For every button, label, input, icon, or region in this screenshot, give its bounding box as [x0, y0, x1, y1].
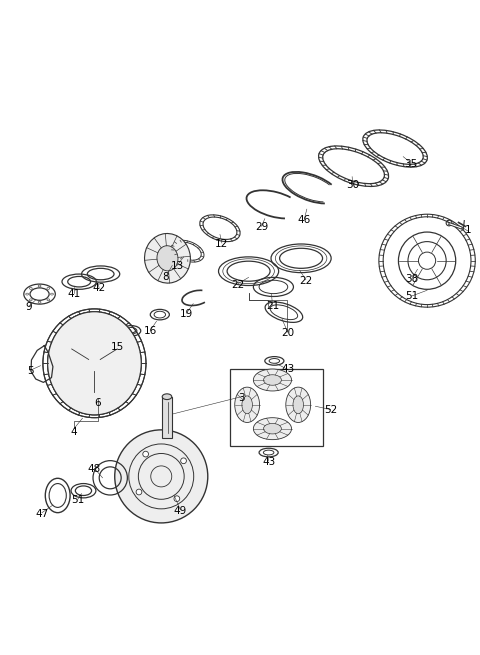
Ellipse shape — [180, 458, 186, 464]
Ellipse shape — [143, 451, 148, 457]
Ellipse shape — [157, 246, 178, 271]
Bar — [229, 369, 323, 446]
Text: 21: 21 — [266, 301, 279, 310]
Text: 41: 41 — [67, 289, 81, 299]
Ellipse shape — [293, 396, 303, 414]
Text: 13: 13 — [170, 261, 184, 271]
Ellipse shape — [162, 394, 172, 400]
Ellipse shape — [264, 375, 281, 385]
Text: 42: 42 — [93, 284, 106, 293]
Ellipse shape — [48, 312, 141, 415]
Ellipse shape — [242, 396, 252, 414]
Ellipse shape — [264, 423, 281, 434]
Text: 51: 51 — [71, 495, 84, 505]
Ellipse shape — [115, 430, 208, 523]
Ellipse shape — [144, 233, 191, 283]
Ellipse shape — [253, 369, 291, 391]
Text: 47: 47 — [36, 509, 48, 519]
Text: 43: 43 — [262, 457, 275, 467]
Text: 12: 12 — [215, 239, 228, 249]
Text: 22: 22 — [299, 276, 312, 286]
Text: 38: 38 — [405, 274, 419, 284]
Text: 6: 6 — [95, 398, 101, 408]
Text: 5: 5 — [27, 366, 33, 377]
Text: 29: 29 — [255, 222, 268, 233]
Ellipse shape — [235, 387, 260, 422]
Text: 48: 48 — [88, 464, 101, 474]
Text: 46: 46 — [298, 215, 311, 225]
Text: 4: 4 — [71, 426, 77, 436]
Text: 16: 16 — [144, 326, 157, 336]
Text: 9: 9 — [26, 302, 32, 312]
Bar — [162, 397, 172, 438]
Text: 51: 51 — [405, 291, 419, 301]
Ellipse shape — [136, 489, 142, 495]
Text: 3: 3 — [238, 393, 245, 403]
Text: 20: 20 — [281, 328, 294, 338]
Text: 35: 35 — [404, 159, 418, 169]
Text: 43: 43 — [281, 364, 294, 375]
Text: 49: 49 — [174, 506, 187, 516]
Text: 19: 19 — [180, 309, 193, 319]
Ellipse shape — [174, 496, 180, 502]
Text: 1: 1 — [465, 225, 471, 235]
Ellipse shape — [286, 387, 311, 422]
Text: 52: 52 — [324, 405, 337, 415]
Text: 8: 8 — [163, 272, 169, 282]
Text: 22: 22 — [231, 280, 245, 290]
Ellipse shape — [253, 418, 291, 440]
Text: 30: 30 — [346, 180, 359, 191]
Text: 15: 15 — [111, 342, 124, 352]
